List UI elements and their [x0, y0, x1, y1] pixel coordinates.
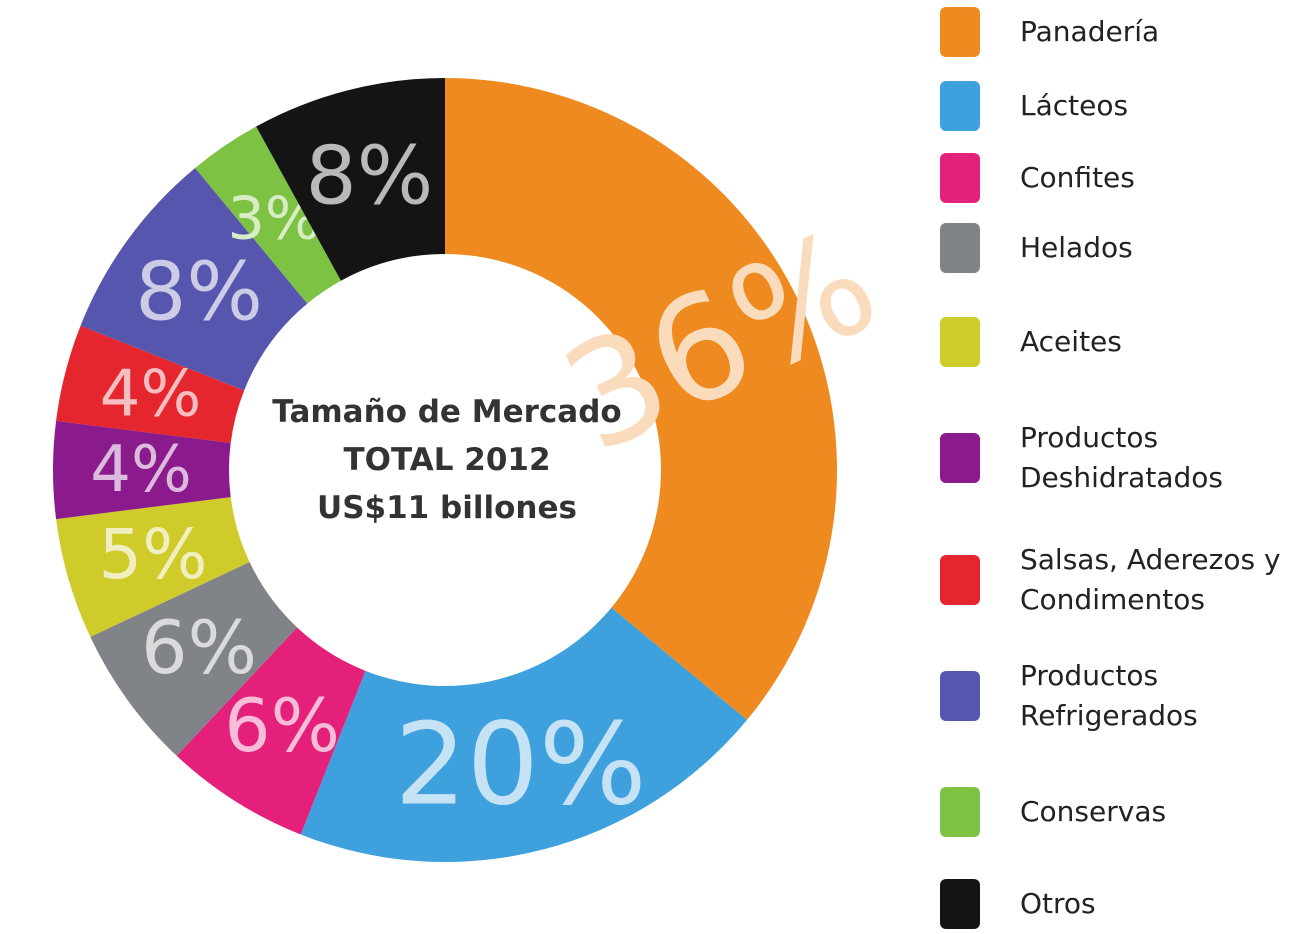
legend-swatch — [940, 317, 980, 367]
legend-label: Otros — [1020, 887, 1096, 920]
data-label: 8% — [135, 244, 263, 338]
donut-segment — [195, 126, 341, 304]
legend-icon — [940, 223, 980, 273]
donut-segment — [176, 627, 366, 835]
legend-icon — [940, 81, 980, 131]
donut-segment — [80, 167, 308, 391]
legend-swatch — [940, 787, 980, 837]
center-text: TOTAL 2012 — [343, 442, 550, 478]
legend-icon — [940, 433, 980, 483]
donut-segment — [53, 420, 231, 520]
donut-segment — [300, 607, 748, 862]
legend-icon — [940, 787, 980, 837]
legend-label: Conservas — [1020, 795, 1167, 828]
legend-label: Salsas, Aderezos y Condimentos — [1020, 543, 1281, 616]
legend-swatch — [940, 879, 980, 929]
legend-icon — [940, 555, 980, 605]
donut-segment — [445, 78, 837, 720]
legend-icon — [940, 317, 980, 367]
data-label: 4% — [100, 357, 202, 431]
legend-swatch — [940, 555, 980, 605]
legend-icon — [940, 7, 980, 57]
data-label: 6% — [224, 684, 340, 769]
donut-segment — [56, 325, 245, 443]
legend-label: Aceites — [1020, 325, 1122, 358]
data-label: 6% — [141, 606, 257, 691]
legend-icon — [940, 153, 980, 203]
legend-icon — [940, 671, 980, 721]
legend-swatch — [940, 7, 980, 57]
legend-label: Productos Refrigerados — [1020, 659, 1198, 732]
data-label: 20% — [395, 698, 647, 830]
legend-label: Helados — [1020, 231, 1133, 264]
legend-swatch — [940, 433, 980, 483]
legend-label: Panadería — [1020, 15, 1160, 48]
data-label: 4% — [90, 433, 192, 507]
center-text: US$11 billones — [317, 490, 577, 526]
legend-label: Productos Deshidratados — [1020, 421, 1223, 494]
donut-segment — [256, 78, 445, 281]
data-label: 8% — [305, 129, 433, 223]
legend-swatch — [940, 81, 980, 131]
donut-segment — [90, 561, 298, 756]
data-label: 5% — [99, 515, 208, 595]
legend-label: Lácteos — [1020, 89, 1129, 122]
donut-segment — [56, 497, 250, 637]
legend-icon — [940, 879, 980, 929]
center-text: Tamaño de Mercado — [272, 394, 621, 430]
legend-swatch — [940, 671, 980, 721]
legend-label: Confites — [1020, 161, 1135, 194]
legend-swatch — [940, 153, 980, 203]
legend-swatch — [940, 223, 980, 273]
chart: Tamaño de Mercado TOTAL 2012 US$11 billo… — [53, 78, 901, 862]
